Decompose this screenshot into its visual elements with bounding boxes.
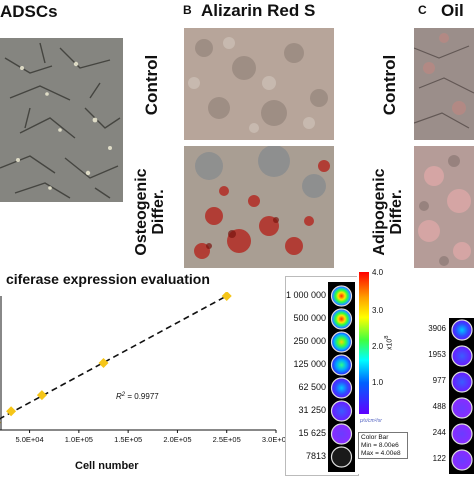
well-6 [330, 400, 353, 422]
x-axis-label: Cell number [75, 460, 139, 472]
well-2 [330, 308, 353, 330]
well-3 [330, 331, 353, 353]
colorbar-exponent: x108 [384, 326, 394, 350]
bli-left-count-label: 31 250 [298, 405, 326, 415]
x-tick-label: 2.0E+05 [163, 435, 191, 444]
bli-right-wells [451, 319, 473, 471]
panel-c-differ-text: Differ. [388, 189, 405, 235]
colorbar-tick-3: 3.0 [372, 306, 384, 315]
panel-c-control-label: Control [380, 40, 401, 130]
exponent-base: x10 [386, 338, 394, 350]
x-tick-label: 3.0E+05 [262, 435, 285, 444]
r2-annotation: R2 = 0.9977 [116, 392, 159, 401]
colorbar-tick-1: 1.0 [372, 378, 384, 387]
exponent-power: 8 [384, 335, 390, 339]
alizarin-osteogenic-image [184, 146, 334, 268]
r2-superscript: 2 [121, 392, 126, 398]
oilred-control-texture [414, 28, 474, 140]
colorbar-legend-max: Max = 4.00e8 [361, 450, 401, 457]
x-tick-label: 1.0E+05 [65, 435, 93, 444]
panel-a-title: ADSCs [0, 2, 58, 21]
right-well-3 [451, 371, 473, 393]
data-point [221, 292, 232, 301]
panel-b-osteogenic-label: Osteogenic Differ. [133, 167, 173, 257]
bli-right-well-column [449, 318, 474, 474]
x-ticks: 5.0E+04 1.0E+05 1.5E+05 2.0E+05 2.5E+05 3.0E+… [15, 430, 285, 444]
panel-d-title: ciferase expression evaluation [6, 271, 210, 287]
well-7 [330, 423, 353, 445]
right-well-1 [451, 319, 473, 341]
bli-left-count-label: 500 000 [293, 313, 326, 323]
x-tick-label: 5.0E+04 [15, 435, 43, 444]
oilred-adipogenic-texture [414, 146, 474, 268]
alizarin-control-image [184, 28, 334, 140]
bli-right-count-label: 1953 [428, 350, 446, 359]
data-points [0, 292, 232, 424]
panel-b-title: Alizarin Red S [201, 1, 316, 20]
bli-right-count-label: 244 [432, 428, 446, 437]
panel-b-control-label: Control [142, 40, 163, 130]
bli-left-wells [330, 285, 353, 468]
data-point [36, 390, 47, 401]
bli-left-well-column [328, 282, 355, 472]
panel-b-letter: B [183, 3, 192, 17]
panel-c-adipogenic-text: Adipogenic [371, 168, 388, 256]
bli-left-count-label: 1 000 000 [285, 290, 326, 300]
panel-b-osteogenic-text: Osteogenic [133, 168, 150, 256]
well-5 [330, 377, 353, 399]
data-point [0, 421, 1, 424]
bli-right-count-label: 122 [432, 454, 446, 463]
right-well-2 [451, 345, 473, 367]
right-well-4 [451, 397, 473, 419]
colorbar-legend-title: Color Bar [361, 434, 389, 441]
panel-c-letter: C [418, 3, 427, 17]
color-bar [359, 272, 369, 414]
colorbar-legend-min: Min = 8.00e6 [361, 442, 399, 449]
well-1 [330, 285, 353, 307]
colorbar-legend-box: Color Bar Min = 8.00e6 Max = 4.00e8 [358, 432, 408, 459]
panel-b-differ-text: Differ. [150, 189, 167, 235]
bli-left-count-label: 15 625 [298, 428, 326, 438]
x-tick-label: 1.5E+05 [114, 435, 142, 444]
r2-value: = 0.9977 [125, 392, 159, 401]
bli-left-count-label: 62 500 [298, 382, 326, 392]
bli-right-count-label: 977 [432, 376, 446, 385]
right-well-5 [451, 423, 473, 445]
colorbar-tick-2: 2.0 [372, 342, 384, 351]
alizarin-osteogenic-texture [184, 146, 334, 268]
oilred-control-image [414, 28, 474, 140]
bli-left-count-label: 125 000 [293, 359, 326, 369]
panel-c-title: Oil [441, 1, 464, 20]
alizarin-control-texture [184, 28, 334, 140]
bli-left-count-label: 250 000 [293, 336, 326, 346]
bli-right-count-label: 488 [432, 402, 446, 411]
data-point [6, 406, 17, 417]
right-well-6 [451, 449, 473, 471]
panel-c-adipogenic-label: Adipogenic Differ. [371, 167, 411, 257]
adscs-micrograph [0, 38, 123, 202]
bli-right-count-label: 3906 [428, 324, 446, 333]
panel-b-control-text: Control [142, 54, 161, 116]
colorbar-tick-4: 4.0 [372, 268, 384, 277]
bli-left-count-label: 7813 [305, 451, 326, 461]
trend-line [0, 295, 228, 420]
colorbar-units: p/s/cm²/sr [360, 418, 382, 424]
r2-symbol: R [116, 392, 122, 401]
adscs-cells-image [0, 38, 123, 202]
well-4 [330, 354, 353, 376]
panel-c-control-text: Control [380, 54, 399, 116]
data-point [98, 358, 109, 368]
oilred-adipogenic-image [414, 146, 474, 268]
well-8 [330, 446, 353, 468]
luciferase-chart: 5.0E+04 1.0E+05 1.5E+05 2.0E+05 2.5E+05 3.0E+… [0, 292, 285, 444]
x-tick-label: 2.5E+05 [213, 435, 241, 444]
